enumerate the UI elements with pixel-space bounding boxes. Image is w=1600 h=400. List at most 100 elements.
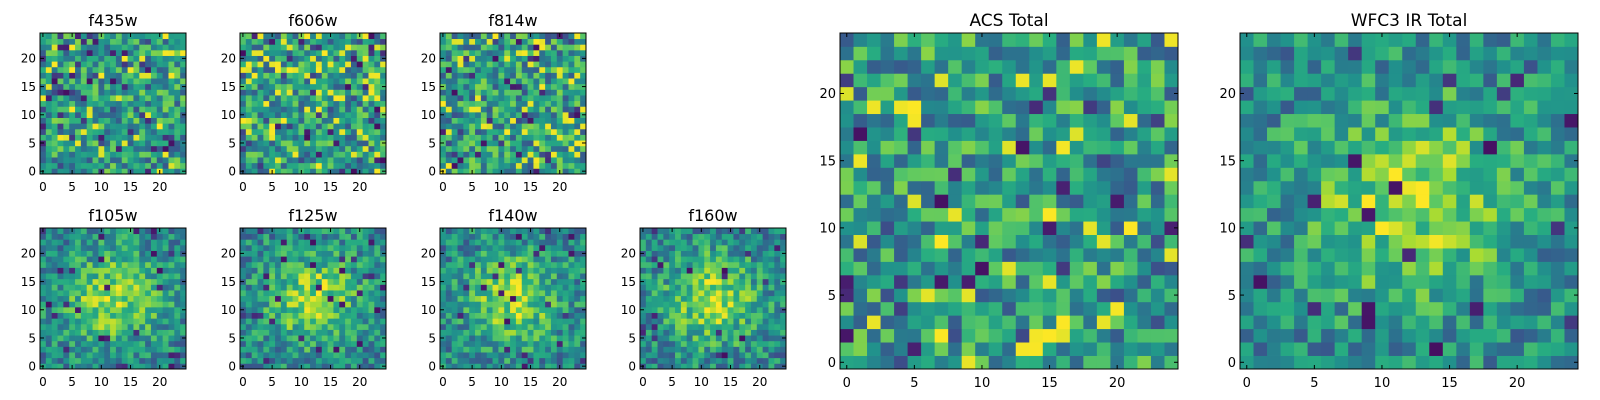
heatmap-cell [580,117,587,124]
heatmap-cell [686,352,693,359]
heatmap-cell [568,318,575,325]
heatmap-cell [86,49,93,56]
heatmap-cell [315,239,323,246]
heatmap-cell [374,66,381,73]
heatmap-cell [69,95,76,102]
heatmap-cell [645,239,653,246]
heatmap-cell [162,44,169,51]
heatmap-cell [533,318,540,325]
heatmap-cell [486,66,493,73]
heatmap-cell [345,306,352,313]
heatmap-cell [698,261,705,268]
heatmap-cell [86,66,93,73]
heatmap-cell [139,44,146,51]
heatmap-cell [110,244,117,251]
heatmap-cell [280,273,288,280]
heatmap-cell [768,329,775,336]
heatmap-cell [1164,315,1179,330]
heatmap-cell [104,340,111,347]
heatmap-cell [745,346,752,353]
heatmap-cell [469,312,476,319]
heatmap-cell [492,168,499,175]
heatmap-cell [556,261,564,268]
heatmap-cell [304,95,311,102]
heatmap-cell [961,301,976,316]
heatmap-cell [156,267,164,274]
heatmap-cell [339,134,346,141]
heatmap-cell [368,357,375,364]
heatmap-cell [45,250,53,257]
heatmap-cell [510,134,517,141]
heatmap-cell [315,140,323,147]
heatmap-cell [475,151,482,158]
heatmap-cell [463,106,470,113]
heatmap-cell [562,123,569,130]
heatmap-cell [115,145,123,152]
heatmap-cell [451,100,458,107]
heatmap-cell [651,363,658,370]
heatmap-cell [710,329,717,336]
heatmap-cell [127,151,134,158]
heatmap-cell [40,295,47,302]
heatmap-cell [539,284,546,291]
heatmap-cell [362,244,369,251]
heatmap-cell [568,38,575,45]
heatmap-cell [527,295,534,302]
heatmap-cell [345,357,352,364]
heatmap-cell [315,228,323,235]
heatmap-cell [780,329,787,336]
heatmap-cell [469,44,476,51]
heatmap-cell [934,221,949,235]
heatmap-cell [115,49,123,56]
heatmap-cell [948,355,963,370]
heatmap-cell [145,239,152,246]
heatmap-cell [92,117,99,124]
heatmap-cell [327,162,334,169]
heatmap-cell [156,261,164,268]
x-tick-label: 15 [723,375,738,389]
heatmap-cell [669,352,676,359]
heatmap-cell [727,256,734,263]
heatmap-cell [739,278,746,285]
heatmap-cell [145,278,152,285]
heatmap-cell [539,239,546,246]
heatmap-cell [327,357,334,364]
heatmap-cell [451,250,458,257]
heatmap-cell [762,233,769,240]
heatmap-cell [45,162,53,169]
heatmap-cell [304,100,311,107]
heatmap-cell [75,323,82,330]
heatmap-cell [1150,207,1165,222]
heatmap-cell [1164,194,1179,209]
heatmap-cell [98,145,105,152]
heatmap-cell [240,66,247,73]
heatmap-cell [63,66,70,73]
heatmap-cell [533,162,540,169]
heatmap-cell [380,123,387,130]
heatmap-cell [321,233,328,240]
heatmap-cell [63,239,70,246]
heatmap-cell [440,100,447,107]
heatmap-cell [1042,207,1057,222]
heatmap-cell [292,33,299,40]
heatmap-cell [240,117,247,124]
heatmap-cell [568,357,575,364]
heatmap-cell [292,49,299,56]
heatmap-cell [715,352,723,359]
heatmap-cell [710,312,717,319]
heatmap-cell [245,66,253,73]
heatmap-cell [115,134,123,141]
heatmap-cell [257,61,264,68]
heatmap-cell [692,267,699,274]
heatmap-cell [121,273,128,280]
heatmap-cell [651,284,658,291]
heatmap-cell [521,72,528,79]
heatmap-cell [45,290,53,297]
heatmap-cell [1056,301,1071,316]
heatmap-cell [263,284,270,291]
heatmap-cell [739,239,746,246]
heatmap-cell [333,335,340,342]
heatmap-cell [110,318,117,325]
heatmap-cell [339,228,346,235]
heatmap-cell [339,306,346,313]
